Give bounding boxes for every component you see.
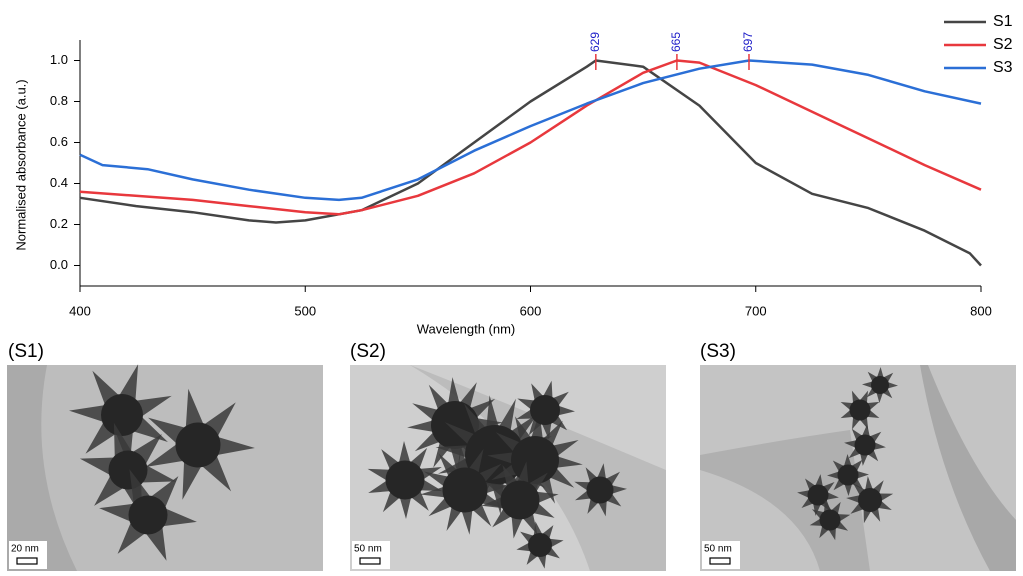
nanostar-core: [129, 496, 168, 535]
scale-text: 50 nm: [354, 544, 382, 555]
scale-bar: [710, 558, 730, 564]
panel-label: (S3): [700, 341, 736, 362]
y-tick-label: 0.6: [50, 134, 68, 149]
series-line: [80, 61, 981, 215]
y-tick-label: 0.0: [50, 257, 68, 272]
nanostar-core: [511, 436, 559, 484]
y-tick-label: 0.8: [50, 93, 68, 108]
y-tick-label: 0.4: [50, 175, 68, 190]
legend-label: S3: [993, 59, 1013, 76]
nanostar-core: [838, 465, 859, 486]
peak-label: 629: [588, 32, 602, 52]
page: {"chart_data":{"type":"line", "xlabel":"…: [0, 0, 1023, 576]
x-axis-label: Wavelength (nm): [417, 321, 516, 336]
nanostar-core: [820, 510, 841, 531]
tem-image: [700, 365, 1016, 571]
x-tick-label: 500: [294, 303, 316, 318]
nanostar-core: [528, 533, 552, 557]
nanostar-core: [109, 451, 148, 490]
nanostar-core: [176, 423, 221, 468]
nanostar-core: [855, 435, 876, 456]
peak-label: 665: [669, 32, 683, 52]
y-tick-label: 1.0: [50, 52, 68, 67]
peak-label: 697: [741, 32, 755, 52]
scale-bar: [360, 558, 380, 564]
nanostar-core: [850, 400, 871, 421]
series-line: [80, 61, 981, 266]
nanostar-core: [871, 376, 889, 394]
y-tick-label: 0.2: [50, 216, 68, 231]
figure: Wavelength (nm) Normalised absorbance (a…: [0, 0, 1023, 571]
scale-bar: [17, 558, 37, 564]
tem-image: [350, 365, 666, 571]
x-tick-label: 800: [970, 303, 992, 318]
x-tick-label: 600: [520, 303, 542, 318]
legend-label: S1: [993, 13, 1013, 30]
y-axis-label: Normalised absorbance (a.u.): [13, 79, 28, 250]
nanostar-core: [530, 395, 560, 425]
nanostar-core: [858, 488, 882, 512]
scale-text: 20 nm: [11, 544, 39, 555]
legend-label: S2: [993, 36, 1013, 53]
series-line: [80, 61, 981, 200]
tem-image: [7, 364, 323, 571]
nanostar-core: [443, 468, 488, 513]
x-tick-label: 700: [745, 303, 767, 318]
nanostar-core: [386, 461, 425, 500]
panel-label: (S2): [350, 341, 386, 362]
panel-label: (S1): [8, 341, 44, 362]
nanostar-core: [101, 394, 143, 436]
nanostar-core: [501, 481, 540, 520]
nanostar-core: [587, 477, 614, 504]
scale-text: 50 nm: [704, 544, 732, 555]
x-tick-label: 400: [69, 303, 91, 318]
